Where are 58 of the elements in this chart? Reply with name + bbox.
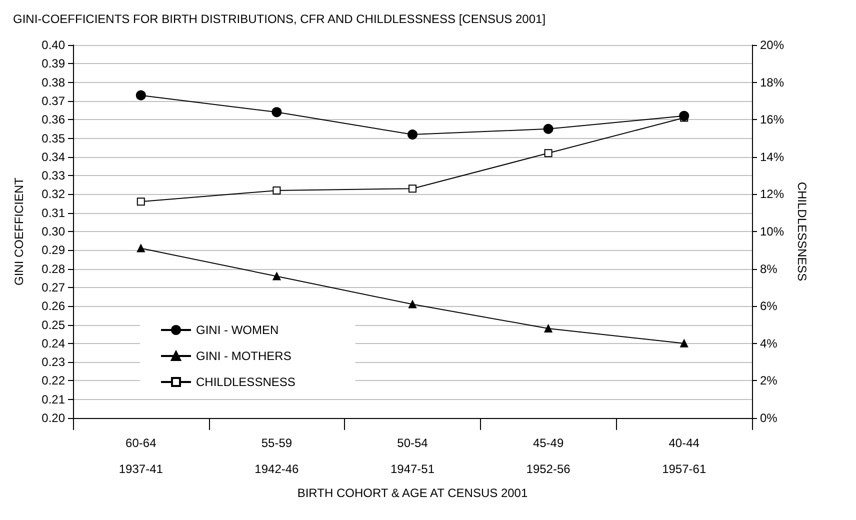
point (136, 90, 146, 100)
y-tick-label: 0.40 (42, 38, 66, 52)
y-axis-title: GINI COEFFICIENT (12, 176, 26, 286)
y-tick-label: 0.28 (42, 262, 66, 276)
point (272, 186, 281, 194)
y2-tick-label: 10% (760, 224, 784, 238)
y2-axis-title: CHILDLESSNESS (795, 182, 809, 282)
point (544, 324, 552, 332)
point (136, 244, 145, 252)
x-tick-label: 55-59 1942-46 (254, 436, 300, 476)
point (408, 130, 418, 140)
point (679, 110, 690, 121)
y2-tick-label: 8% (760, 262, 778, 276)
y-tick-label: 0.27 (42, 280, 66, 294)
y-tick-label: 0.22 (42, 374, 66, 388)
y-tick-label: 0.35 (42, 131, 66, 146)
y-tick-label: 0.39 (42, 56, 66, 71)
y-tick-label: 0.31 (42, 206, 66, 220)
point (408, 300, 416, 308)
y-tick-label: 0.26 (42, 299, 66, 314)
y-tick-label: 0.24 (42, 336, 66, 350)
x-tick-label: 40-44 1957-61 (662, 436, 706, 476)
y2-tick-label: 4% (760, 336, 778, 350)
y2-tick-label: 12% (760, 187, 784, 202)
y2-tick-label: 16% (760, 112, 784, 127)
point (544, 149, 552, 158)
y2-tick-label: 6% (760, 299, 778, 314)
y2-tick-label: 20% (760, 38, 784, 52)
point (543, 124, 554, 134)
point (272, 107, 282, 118)
y-tick-label: 0.34 (42, 150, 66, 164)
y-tick-label: 0.32 (42, 187, 66, 202)
legend-label: GINI - MOTHERS (196, 349, 292, 363)
y2-tick-label: 14% (760, 150, 784, 164)
y-tick-label: 0.36 (42, 112, 66, 127)
y-tick-label: 0.33 (42, 168, 66, 183)
legend-label: CHILDLESSNESS (196, 375, 296, 389)
y2-tick-label: 2% (760, 374, 778, 388)
y-tick-label: 0.23 (42, 355, 66, 370)
point (408, 184, 416, 193)
chart-title: GINI-COEFFICIENTS FOR BIRTH DISTRIBUTIONS, CFR AND CHILDLESSNESS [CENSUS 2001] (13, 12, 546, 26)
y-tick-label: 0.21 (42, 392, 66, 406)
y-tick-label: 0.38 (42, 75, 66, 90)
y-tick-label: 0.30 (42, 224, 66, 238)
y-tick-label: 0.20 (42, 411, 66, 425)
y2-tick-label: 18% (760, 75, 784, 90)
y-tick-label: 0.37 (42, 94, 66, 108)
point (136, 198, 145, 206)
legend-label: GINI - WOMEN (196, 323, 279, 337)
x-tick-label: 60-64 1937-41 (118, 436, 164, 476)
y-tick-label: 0.25 (42, 318, 66, 332)
y-tick-label: 0.29 (42, 243, 66, 258)
point (680, 339, 688, 348)
point (272, 272, 281, 280)
x-axis-title: BIRTH COHORT & AGE AT CENSUS 2001 (297, 486, 528, 500)
y2-tick-label: 0% (760, 411, 778, 425)
x-tick-label: 45-49 1952-56 (526, 436, 571, 476)
x-tick-label: 50-54 1947-51 (390, 436, 435, 476)
